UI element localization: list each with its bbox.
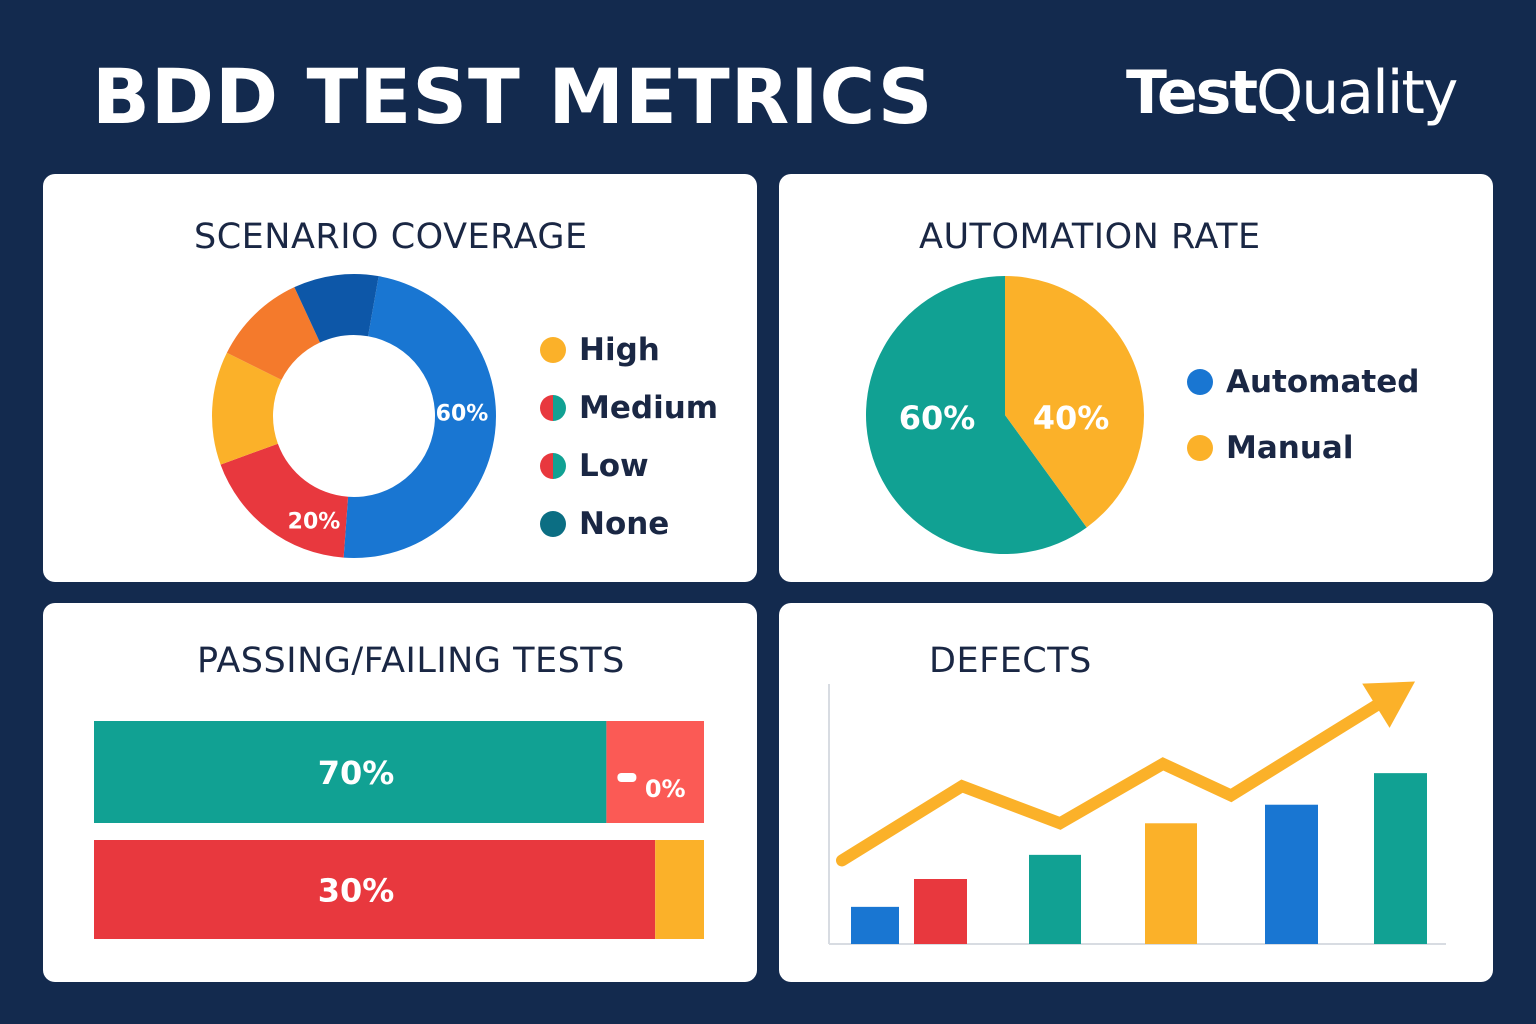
legend-swatch bbox=[1187, 435, 1213, 461]
bar-segment-label: 70% bbox=[318, 754, 395, 792]
bar-segment-label: 30% bbox=[318, 872, 395, 910]
brand-word-test: Test bbox=[1126, 58, 1258, 128]
donut-slice bbox=[211, 352, 282, 465]
legend-swatch bbox=[1187, 369, 1213, 395]
pie-slice bbox=[865, 276, 1087, 554]
defect-bar bbox=[1029, 854, 1081, 944]
donut-slice bbox=[343, 276, 496, 558]
legend-item: Medium bbox=[540, 390, 718, 426]
bar-segment bbox=[94, 721, 607, 823]
defect-bar bbox=[914, 879, 967, 944]
page-title: BDD TEST METRICS bbox=[92, 52, 934, 141]
scenario-coverage-title: SCENARIO COVERAGE bbox=[194, 217, 588, 257]
pie-slice bbox=[1005, 276, 1144, 528]
automation-rate-chart: 60% 40% bbox=[865, 276, 1144, 554]
automation-rate-legend: Automated Manual bbox=[1187, 364, 1419, 496]
legend-swatch bbox=[540, 453, 566, 479]
passing-failing-card: PASSING/FAILING TESTS 70% 0% 30% bbox=[43, 603, 757, 982]
passing-failing-chart: 70% 0% 30% bbox=[94, 721, 704, 939]
legend-label: Automated bbox=[1226, 364, 1420, 400]
legend-swatch bbox=[540, 337, 566, 363]
defect-bar bbox=[851, 906, 899, 944]
bar-segment-label: 0% bbox=[645, 775, 686, 803]
defects-title: DEFECTS bbox=[929, 641, 1092, 681]
scenario-coverage-card: SCENARIO COVERAGE 60% 20% High Medium Low No… bbox=[43, 174, 757, 582]
bar-segment bbox=[655, 840, 704, 939]
legend-label: None bbox=[579, 506, 670, 542]
legend-item: Automated bbox=[1187, 364, 1419, 400]
defects-card: DEFECTS bbox=[779, 603, 1493, 982]
passing-failing-title: PASSING/FAILING TESTS bbox=[197, 641, 625, 681]
donut-slice bbox=[294, 274, 379, 343]
defects-chart bbox=[828, 681, 1446, 945]
legend-item: Low bbox=[540, 448, 718, 484]
legend-label: Manual bbox=[1226, 430, 1354, 466]
testquality-logo: TestQuality bbox=[1126, 58, 1458, 128]
defect-bar bbox=[1265, 804, 1318, 944]
legend-swatch bbox=[540, 395, 566, 421]
donut-slice-label: 20% bbox=[288, 510, 341, 535]
legend-swatch bbox=[540, 511, 566, 537]
donut-slice bbox=[226, 287, 320, 380]
bar-segment bbox=[606, 721, 704, 823]
donut-slice-label: 60% bbox=[436, 402, 489, 427]
defect-bar bbox=[1145, 823, 1197, 944]
legend-item: Manual bbox=[1187, 430, 1419, 466]
pie-slice-label: 60% bbox=[899, 399, 976, 437]
defect-bar bbox=[1374, 773, 1427, 944]
trend-arrow-icon bbox=[1362, 681, 1416, 728]
brand-word-quality: Quality bbox=[1256, 58, 1458, 128]
automation-rate-card: AUTOMATION RATE 60% 40% Automated Manual bbox=[779, 174, 1493, 582]
legend-item: None bbox=[540, 506, 718, 542]
automation-rate-title: AUTOMATION RATE bbox=[919, 217, 1261, 257]
bar-segment bbox=[94, 840, 656, 939]
legend-item: High bbox=[540, 332, 718, 368]
donut-slice bbox=[220, 443, 349, 558]
pie-slice-label: 40% bbox=[1033, 399, 1110, 437]
legend-label: Low bbox=[579, 448, 649, 484]
minus-icon bbox=[617, 773, 637, 782]
legend-label: Medium bbox=[579, 390, 719, 426]
scenario-coverage-legend: High Medium Low None bbox=[540, 332, 718, 564]
legend-label: High bbox=[579, 332, 660, 368]
trend-line bbox=[836, 696, 1387, 867]
scenario-coverage-chart: 60% 20% bbox=[211, 274, 496, 558]
